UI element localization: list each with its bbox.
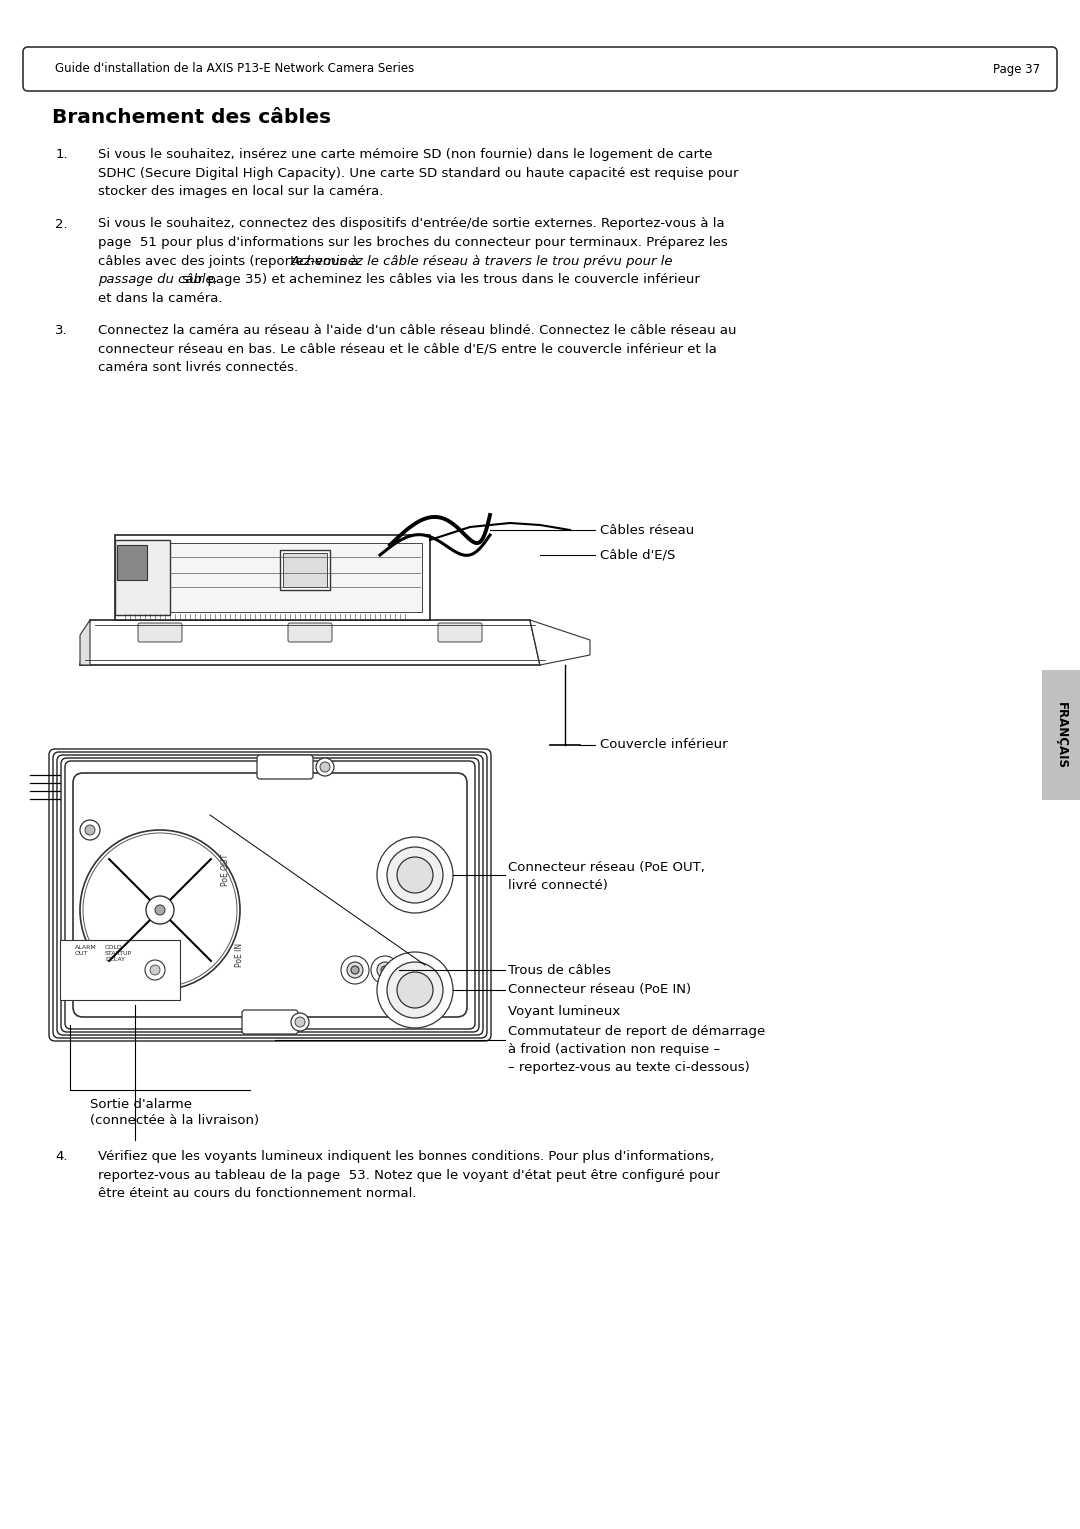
Text: page  51 pour plus d'informations sur les broches du connecteur pour terminaux. : page 51 pour plus d'informations sur les… [98, 235, 728, 249]
Text: Commutateur de report de démarrage: Commutateur de report de démarrage [508, 1026, 766, 1038]
Text: Connectez la caméra au réseau à l'aide d'un câble réseau blindé. Connectez le câ: Connectez la caméra au réseau à l'aide d… [98, 324, 737, 336]
Text: PoE OUT: PoE OUT [220, 853, 229, 887]
Circle shape [377, 962, 393, 979]
Text: Acheminez le câble réseau à travers le trou prévu pour le: Acheminez le câble réseau à travers le t… [291, 254, 673, 268]
Circle shape [156, 905, 165, 914]
Bar [114, 535, 430, 619]
Circle shape [347, 962, 363, 979]
Text: PoE IN: PoE IN [235, 943, 244, 966]
Circle shape [145, 960, 165, 980]
Text: Connecteur réseau (PoE OUT,: Connecteur réseau (PoE OUT, [508, 861, 705, 873]
Text: Voyant lumineux: Voyant lumineux [508, 1006, 620, 1018]
Circle shape [397, 972, 433, 1008]
Circle shape [377, 836, 453, 913]
Text: COLD
STARTUP
DELAY: COLD STARTUP DELAY [105, 945, 132, 962]
Circle shape [372, 956, 399, 985]
Text: livré connecté): livré connecté) [508, 879, 608, 891]
Circle shape [320, 761, 330, 772]
FancyBboxPatch shape [257, 755, 313, 778]
Bar [1042, 670, 1080, 800]
Text: câbles avec des joints (reportez-vous à: câbles avec des joints (reportez-vous à [98, 254, 367, 268]
Text: Guide d'installation de la AXIS P13-E Network Camera Series: Guide d'installation de la AXIS P13-E Ne… [55, 63, 415, 75]
Circle shape [85, 826, 95, 835]
Text: – reportez-vous au texte ci-dessous): – reportez-vous au texte ci-dessous) [508, 1061, 750, 1075]
Text: Si vous le souhaitez, connectez des dispositifs d'entrée/de sortie externes. Rep: Si vous le souhaitez, connectez des disp… [98, 217, 725, 231]
Text: caméra sont livrés connectés.: caméra sont livrés connectés. [98, 361, 298, 375]
Text: SDHC (Secure Digital High Capacity). Une carte SD standard ou haute capacité est: SDHC (Secure Digital High Capacity). Une… [98, 167, 739, 179]
Text: être éteint au cours du fonctionnement normal.: être éteint au cours du fonctionnement n… [98, 1187, 417, 1200]
Circle shape [351, 966, 359, 974]
Text: 1.: 1. [55, 148, 68, 161]
Text: à froid (activation non requise –: à froid (activation non requise – [508, 1043, 720, 1057]
Text: connecteur réseau en bas. Le câble réseau et le câble d'E/S entre le couvercle i: connecteur réseau en bas. Le câble résea… [98, 342, 717, 356]
Polygon shape [80, 619, 540, 665]
Text: sur page 35) et acheminez les câbles via les trous dans le couvercle inférieur: sur page 35) et acheminez les câbles via… [178, 274, 700, 286]
Circle shape [80, 830, 240, 989]
Text: FRANÇAIS: FRANÇAIS [1054, 702, 1067, 769]
Text: Trous de câbles: Trous de câbles [508, 963, 611, 977]
Text: (connectée à la livraison): (connectée à la livraison) [90, 1115, 259, 1127]
Bar [60, 940, 180, 1000]
Polygon shape [80, 619, 90, 665]
Text: Connecteur réseau (PoE IN): Connecteur réseau (PoE IN) [508, 983, 691, 997]
FancyBboxPatch shape [242, 1011, 298, 1034]
Circle shape [381, 966, 389, 974]
Text: stocker des images en local sur la caméra.: stocker des images en local sur la camér… [98, 185, 383, 197]
Circle shape [291, 1014, 309, 1031]
Text: reportez-vous au tableau de la page  53. Notez que le voyant d'état peut être co: reportez-vous au tableau de la page 53. … [98, 1168, 719, 1182]
Text: Couvercle inférieur: Couvercle inférieur [600, 739, 728, 751]
Text: ALARM
OUT: ALARM OUT [75, 945, 97, 956]
Circle shape [387, 962, 443, 1018]
Circle shape [80, 820, 100, 839]
Text: Branchement des câbles: Branchement des câbles [52, 109, 332, 127]
Text: Si vous le souhaitez, insérez une carte mémoire SD (non fournie) dans le logemen: Si vous le souhaitez, insérez une carte … [98, 148, 713, 161]
FancyBboxPatch shape [138, 622, 183, 642]
Bar [283, 553, 327, 587]
Text: 2.: 2. [55, 217, 68, 231]
Text: passage du câble,: passage du câble, [98, 274, 218, 286]
Bar [123, 543, 422, 612]
Bar [280, 550, 330, 590]
Text: 4.: 4. [55, 1150, 68, 1164]
Circle shape [377, 953, 453, 1027]
Circle shape [316, 758, 334, 777]
Text: et dans la caméra.: et dans la caméra. [98, 292, 222, 304]
Text: Page 37: Page 37 [993, 63, 1040, 75]
Circle shape [387, 847, 443, 904]
Circle shape [150, 965, 160, 976]
FancyBboxPatch shape [23, 47, 1057, 92]
Text: Vérifiez que les voyants lumineux indiquent les bonnes conditions. Pour plus d'i: Vérifiez que les voyants lumineux indiqu… [98, 1150, 714, 1164]
Bar [117, 544, 147, 579]
Bar [114, 540, 170, 615]
Circle shape [295, 1017, 305, 1027]
FancyBboxPatch shape [73, 774, 467, 1017]
Circle shape [146, 896, 174, 924]
Text: Câbles réseau: Câbles réseau [600, 523, 694, 537]
FancyBboxPatch shape [288, 622, 332, 642]
Circle shape [341, 956, 369, 985]
Text: Câble d'E/S: Câble d'E/S [600, 549, 675, 561]
Text: Sortie d'alarme: Sortie d'alarme [90, 1098, 192, 1112]
FancyBboxPatch shape [438, 622, 482, 642]
Polygon shape [530, 619, 590, 665]
Circle shape [397, 856, 433, 893]
Text: 3.: 3. [55, 324, 68, 336]
